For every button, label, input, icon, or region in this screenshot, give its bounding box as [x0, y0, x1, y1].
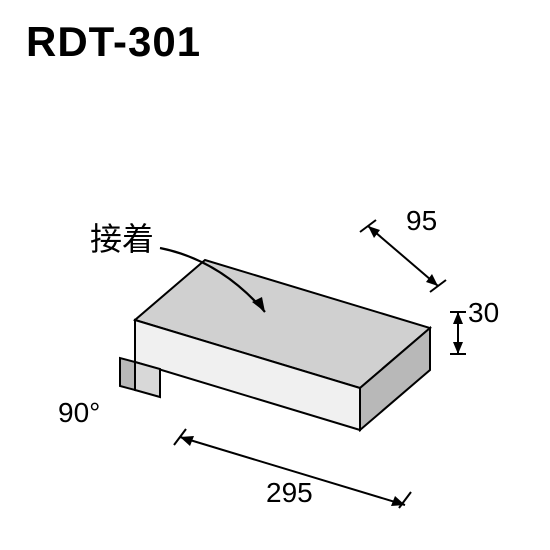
dim-height: [450, 312, 466, 354]
diagram-stage: 接着 90° 95 30 295: [30, 130, 530, 510]
dim-length-label: 295: [266, 477, 313, 508]
dim-width-label: 95: [406, 205, 437, 236]
dim-height-label: 30: [468, 297, 499, 328]
angle-label: 90°: [58, 397, 100, 428]
brick-lip-side: [120, 358, 135, 390]
brick-lip-front: [135, 362, 160, 397]
annotation-label: 接着: [90, 221, 154, 257]
product-code: RDT-301: [26, 18, 201, 66]
